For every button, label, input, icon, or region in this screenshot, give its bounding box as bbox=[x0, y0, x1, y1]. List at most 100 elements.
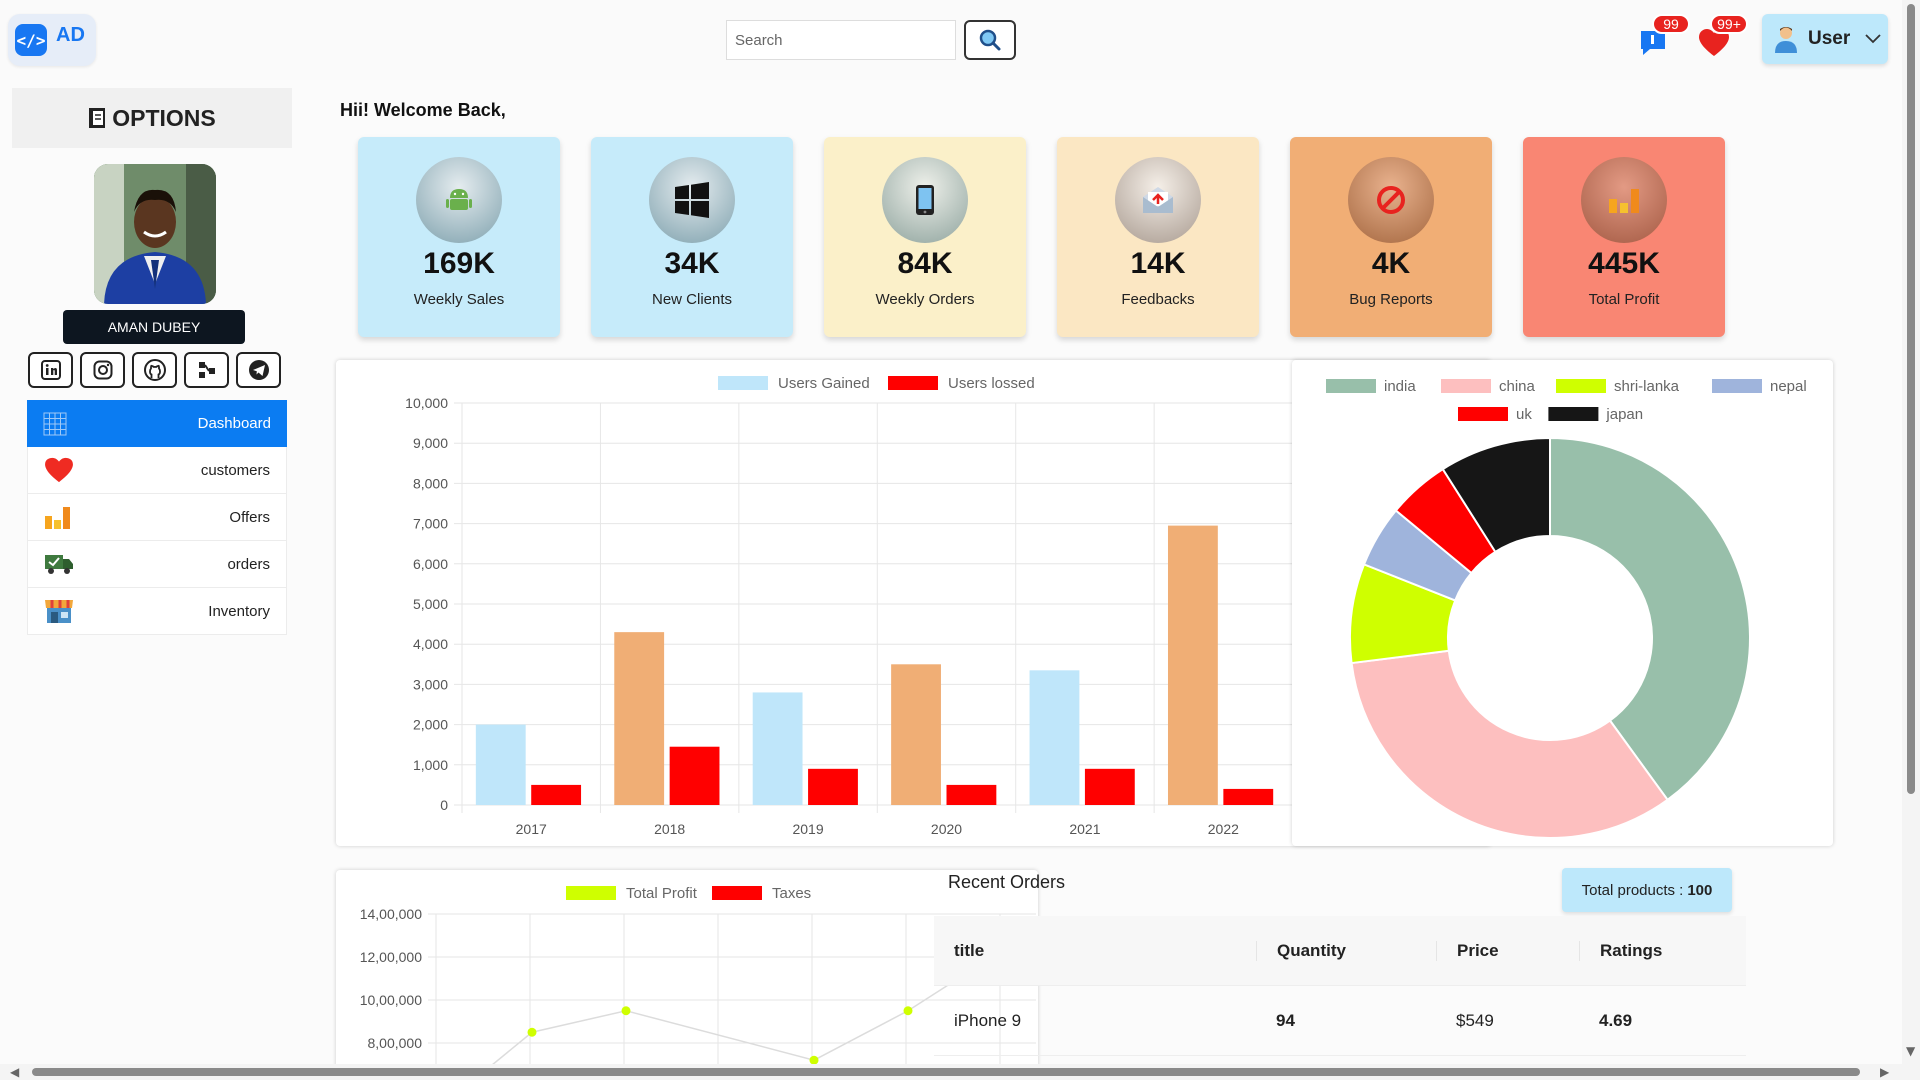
scroll-down-arrow-icon[interactable]: ▼ bbox=[1906, 1044, 1916, 1058]
app-logo[interactable]: </> AD bbox=[8, 14, 96, 66]
stat-label: Total Profit bbox=[1588, 291, 1660, 308]
donut-slice-china bbox=[1350, 649, 1669, 839]
linkedin-button[interactable] bbox=[28, 352, 73, 388]
donut-slice-india bbox=[1549, 436, 1751, 802]
windows-icon bbox=[675, 182, 709, 218]
stat-value: 34K bbox=[664, 247, 720, 280]
stat-label: New Clients bbox=[651, 291, 733, 308]
bar-users-gained bbox=[1167, 525, 1218, 805]
vertical-scrollbar[interactable]: ▼ bbox=[1902, 0, 1920, 1064]
horizontal-scrollbar[interactable]: ◀ ▶ bbox=[0, 1064, 1920, 1080]
column-header-quantity[interactable]: Quantity bbox=[1256, 940, 1436, 961]
stat-card-new-clients[interactable]: 34K New Clients bbox=[591, 137, 793, 337]
icon-circle bbox=[1348, 157, 1434, 243]
stat-label: Weekly Orders bbox=[875, 291, 975, 308]
column-header-price[interactable]: Price bbox=[1436, 940, 1579, 961]
stat-label: Bug Reports bbox=[1349, 291, 1433, 308]
top-bar: </> AD 99 99+ User bbox=[0, 0, 1902, 80]
stat-card-feedbacks[interactable]: 14K Feedbacks bbox=[1057, 137, 1259, 337]
github-button[interactable] bbox=[132, 352, 177, 388]
search-input[interactable] bbox=[726, 20, 956, 60]
stat-card-weekly-sales[interactable]: 169K Weekly Sales bbox=[358, 137, 560, 337]
y-tick-label: 0 bbox=[440, 797, 448, 813]
user-menu-button[interactable]: User bbox=[1762, 14, 1888, 64]
legend-label-india: india bbox=[1384, 378, 1416, 395]
likes-button[interactable]: 99+ bbox=[1698, 14, 1748, 58]
user-label: User bbox=[1808, 28, 1851, 49]
cell-quantity: 94 bbox=[1276, 1010, 1295, 1030]
devto-button[interactable] bbox=[184, 352, 229, 388]
legend-swatch-taxes bbox=[712, 886, 762, 900]
bar-users-lossed bbox=[1084, 768, 1135, 805]
legend-swatch-shri-lanka bbox=[1556, 379, 1606, 393]
y-tick-label: 14,00,000 bbox=[360, 906, 422, 922]
stat-card-total-profit[interactable]: 445K Total Profit bbox=[1523, 137, 1725, 337]
legend-label-nepal: nepal bbox=[1770, 378, 1807, 395]
android-icon bbox=[446, 189, 472, 210]
donut-chart-panel: india china shri-lanka nepal uk japan bbox=[1292, 360, 1833, 846]
icon-circle bbox=[416, 157, 502, 243]
telegram-icon bbox=[248, 360, 269, 380]
ban-icon bbox=[1377, 186, 1405, 214]
bar-users-gained bbox=[614, 632, 665, 805]
messages-button[interactable]: 99 bbox=[1638, 14, 1690, 58]
profile-name: AMAN DUBEY bbox=[63, 310, 245, 344]
bar-users-lossed bbox=[531, 784, 582, 805]
legend-swatch-users-gained bbox=[718, 376, 768, 390]
data-point-total-profit bbox=[621, 1006, 631, 1016]
chevron-down-icon bbox=[1865, 34, 1881, 44]
book-icon bbox=[89, 108, 106, 128]
sidebar-item-inventory[interactable]: Inventory bbox=[27, 588, 287, 635]
search-button[interactable] bbox=[964, 20, 1016, 60]
stat-value: 14K bbox=[1130, 247, 1186, 280]
y-tick-label: 3,000 bbox=[413, 676, 448, 692]
legend-swatch-uk bbox=[1458, 407, 1508, 421]
total-products-label: Total products : bbox=[1581, 881, 1684, 899]
social-links bbox=[28, 352, 281, 388]
stat-value: 84K bbox=[897, 247, 953, 280]
legend-label-users-lossed: Users lossed bbox=[948, 375, 1035, 392]
bar-users-lossed bbox=[946, 784, 997, 805]
icon-circle bbox=[882, 157, 968, 243]
telegram-button[interactable] bbox=[236, 352, 281, 388]
y-tick-label: 8,000 bbox=[413, 475, 448, 491]
x-tick-label: 2020 bbox=[931, 821, 962, 837]
sidebar-item-label: Inventory bbox=[208, 602, 270, 620]
instagram-button[interactable] bbox=[80, 352, 125, 388]
stat-value: 445K bbox=[1588, 247, 1660, 280]
table-row[interactable]: iPhone 9 94 $549 4.69 bbox=[934, 986, 1746, 1056]
bar-users-lossed bbox=[808, 768, 858, 805]
stat-card-weekly-orders[interactable]: 84K Weekly Orders bbox=[824, 137, 1026, 337]
bar-users-gained bbox=[752, 692, 803, 805]
network-icon bbox=[198, 362, 215, 378]
store-icon bbox=[45, 600, 73, 623]
icon-circle bbox=[1581, 157, 1667, 243]
y-tick-label: 5,000 bbox=[413, 596, 448, 612]
chart-icon bbox=[1609, 189, 1639, 213]
legend-label-shri-lanka: shri-lanka bbox=[1614, 378, 1680, 395]
profit-line-chart: 14,00,000 12,00,000 10,00,000 8,00,000 Total… bbox=[360, 885, 1036, 1071]
legend-label-taxes: Taxes bbox=[772, 885, 811, 902]
column-header-ratings[interactable]: Ratings bbox=[1579, 940, 1746, 961]
y-tick-label: 1,000 bbox=[413, 757, 448, 773]
instagram-icon bbox=[93, 360, 112, 380]
legend-swatch-india bbox=[1326, 379, 1376, 393]
scroll-right-arrow-icon[interactable]: ▶ bbox=[1880, 1065, 1890, 1079]
countries-donut-chart: india china shri-lanka nepal uk japan bbox=[1326, 378, 1807, 839]
sidebar-item-offers[interactable]: Offers bbox=[27, 494, 287, 541]
vertical-scroll-thumb[interactable] bbox=[1907, 4, 1915, 794]
y-tick-label: 4,000 bbox=[413, 636, 448, 652]
sidebar-item-orders[interactable]: orders bbox=[27, 541, 287, 588]
column-header-title[interactable]: title bbox=[954, 940, 985, 960]
x-tick-label: 2017 bbox=[516, 821, 547, 837]
scroll-left-arrow-icon[interactable]: ◀ bbox=[10, 1065, 20, 1079]
legend-label-japan: japan bbox=[1605, 406, 1643, 423]
stat-card-bug-reports[interactable]: 4K Bug Reports bbox=[1290, 137, 1492, 337]
sidebar-item-dashboard[interactable]: Dashboard bbox=[27, 400, 287, 447]
horizontal-scroll-thumb[interactable] bbox=[32, 1068, 1860, 1076]
legend-label-total-profit: Total Profit bbox=[626, 885, 698, 902]
cell-title: iPhone 9 bbox=[954, 1010, 1022, 1030]
sidebar-item-customers[interactable]: customers bbox=[27, 447, 287, 494]
series-line-total-profit bbox=[531, 1009, 909, 1061]
bar-users-lossed bbox=[1223, 788, 1274, 805]
